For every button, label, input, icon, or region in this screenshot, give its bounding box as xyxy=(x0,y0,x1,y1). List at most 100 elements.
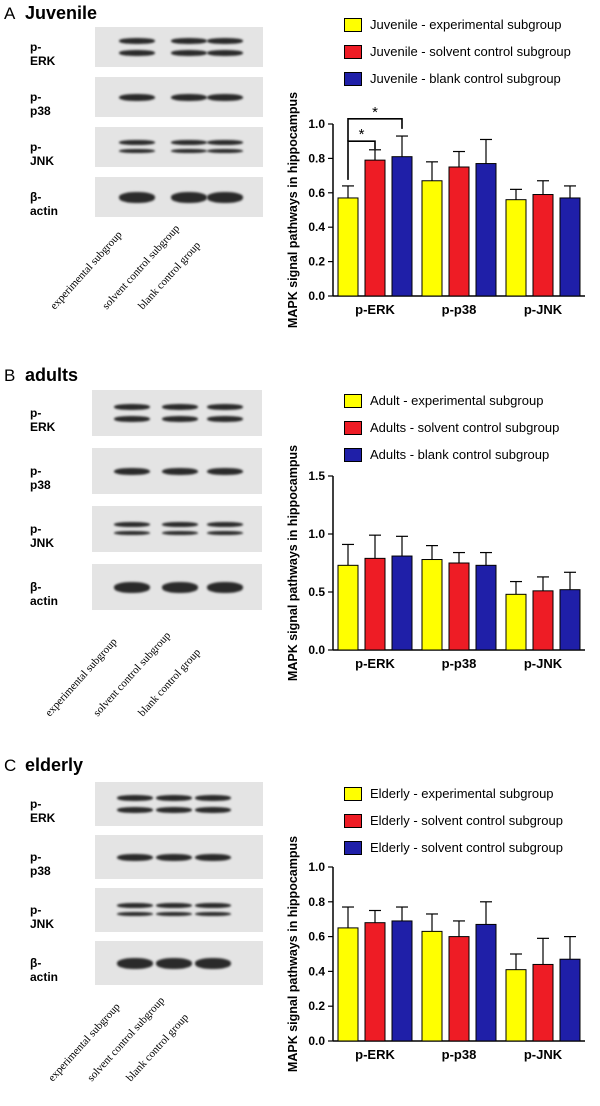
x-tick-label: p-ERK xyxy=(355,656,395,671)
protein-band xyxy=(207,38,243,44)
panel-letter: B xyxy=(4,366,16,385)
panel-title: Juvenile xyxy=(25,3,98,23)
significance-star: * xyxy=(359,126,365,143)
protein-band xyxy=(156,957,192,969)
x-tick-label: p-JNK xyxy=(524,1047,563,1062)
bar xyxy=(532,590,554,651)
blot-label: p-p38 xyxy=(30,464,51,492)
bar xyxy=(505,593,527,651)
protein-band xyxy=(117,912,153,916)
protein-band xyxy=(162,581,198,593)
blot-label: p-p38 xyxy=(30,850,51,878)
protein-band xyxy=(156,807,192,813)
bar xyxy=(532,963,554,1042)
x-tick-label: p-p38 xyxy=(442,302,477,317)
legend-label: Adults - solvent control subgroup xyxy=(370,420,560,435)
y-tick-label: 0.0 xyxy=(308,289,325,303)
protein-band xyxy=(171,50,207,56)
x-tick-label: p-JNK xyxy=(524,656,563,671)
blot-image xyxy=(95,27,263,67)
bar xyxy=(391,555,413,651)
y-tick-label: 1.0 xyxy=(308,527,325,541)
significance-bracket xyxy=(347,140,376,180)
blot-label: p-JNK xyxy=(30,140,55,168)
legend-label: Juvenile - experimental subgroup xyxy=(370,17,562,32)
panel-title: adults xyxy=(25,365,79,385)
protein-band xyxy=(114,404,150,410)
legend-label: Elderly - experimental subgroup xyxy=(370,786,554,801)
protein-band xyxy=(171,149,207,153)
protein-band xyxy=(207,149,243,153)
blot-image xyxy=(95,941,263,985)
protein-band xyxy=(207,50,243,56)
protein-band xyxy=(119,38,155,44)
y-tick-label: 1.0 xyxy=(308,117,325,131)
bar xyxy=(391,920,413,1042)
bar xyxy=(421,930,443,1042)
y-tick-label: 0.8 xyxy=(308,151,325,165)
protein-band xyxy=(195,853,231,861)
blot-label: p-JNK xyxy=(30,903,55,931)
y-tick-label: 0.8 xyxy=(308,895,325,909)
protein-band xyxy=(207,521,243,527)
bar-chart: 0.0 0.2 0.4 0.6 0.8 1.0 MAPK signal pathways i… xyxy=(286,92,585,328)
legend-label: Elderly - solvent control subgroup xyxy=(370,840,563,855)
bar xyxy=(364,557,386,651)
blot-label: p-ERK xyxy=(30,40,56,68)
protein-band xyxy=(156,795,192,801)
bar xyxy=(337,927,359,1042)
legend-label: Elderly - solvent control subgroup xyxy=(370,813,563,828)
y-axis-label: MAPK signal pathways in hippocampus xyxy=(286,92,300,328)
bar xyxy=(559,589,581,651)
x-tick-label: p-p38 xyxy=(442,1047,477,1062)
x-tick-label: p-ERK xyxy=(355,302,395,317)
bar xyxy=(448,166,470,297)
protein-band xyxy=(195,912,231,916)
legend-label: Juvenile - blank control subgroup xyxy=(370,71,561,86)
legend-swatch xyxy=(344,814,362,828)
x-tick-label: p-p38 xyxy=(442,656,477,671)
blot-image xyxy=(95,835,263,879)
blot-image xyxy=(95,77,263,117)
protein-band xyxy=(207,93,243,101)
bar xyxy=(364,159,386,297)
blot-image xyxy=(92,564,262,610)
bar xyxy=(337,564,359,651)
protein-band xyxy=(117,853,153,861)
protein-band xyxy=(114,467,150,475)
blot-label: p-ERK xyxy=(30,797,56,825)
legend-swatch xyxy=(344,394,362,408)
protein-band xyxy=(171,93,207,101)
panel-title: elderly xyxy=(25,755,84,775)
bar xyxy=(421,180,443,297)
bar xyxy=(364,922,386,1042)
blot-label: p-ERK xyxy=(30,406,56,434)
bar xyxy=(448,936,470,1042)
protein-band xyxy=(207,404,243,410)
protein-band xyxy=(195,957,231,969)
protein-band xyxy=(156,853,192,861)
legend-label: Adult - experimental subgroup xyxy=(370,393,544,408)
y-tick-label: 1.0 xyxy=(308,860,325,874)
blot-label: β-actin xyxy=(30,190,59,218)
blot-image xyxy=(95,127,263,167)
protein-band xyxy=(117,957,153,969)
protein-band xyxy=(207,139,243,145)
protein-band xyxy=(171,191,207,203)
protein-band xyxy=(117,795,153,801)
y-axis-label: MAPK signal pathways in hippocampus xyxy=(286,445,300,681)
significance-bracket xyxy=(347,118,403,142)
bar xyxy=(559,197,581,297)
protein-band xyxy=(119,191,155,203)
blot-label: p-p38 xyxy=(30,90,51,118)
protein-band xyxy=(162,416,198,422)
bar xyxy=(337,197,359,297)
protein-band xyxy=(195,902,231,908)
protein-band xyxy=(119,93,155,101)
protein-band xyxy=(114,416,150,422)
protein-band xyxy=(156,912,192,916)
bar-chart: 0.0 0.5 1.0 1.5 MAPK signal pathways in hipp… xyxy=(286,445,585,681)
panel-letter: A xyxy=(4,4,16,23)
protein-band xyxy=(162,404,198,410)
legend-label: Adults - blank control subgroup xyxy=(370,447,550,462)
